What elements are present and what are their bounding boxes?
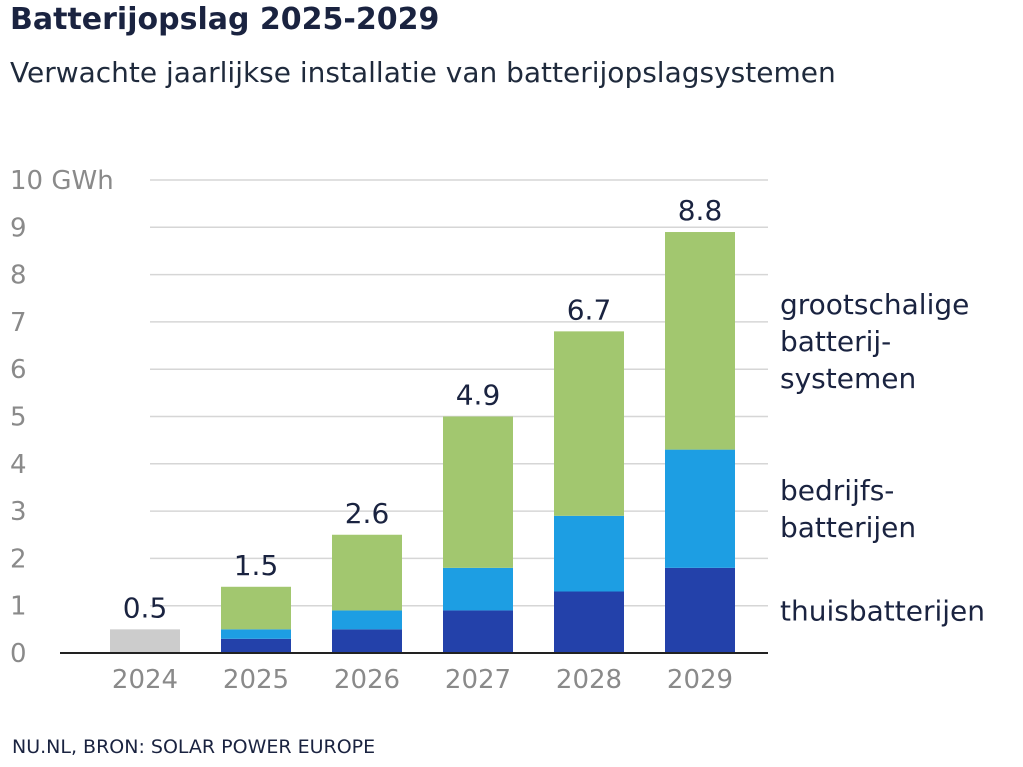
y-tick-label: 1 (10, 592, 27, 622)
bar-segment (665, 232, 735, 450)
y-tick-label: 10 GWh (10, 166, 114, 196)
x-tick-label: 2029 (667, 665, 733, 695)
bar-segment (665, 567, 735, 653)
bar-segment (443, 416, 513, 568)
legend-label: grootschalige (780, 288, 969, 321)
legend-label: batterijen (780, 511, 916, 544)
legend-label: bedrijfs- (780, 474, 894, 507)
bar-segment (332, 629, 402, 653)
bar-total-label: 6.7 (567, 293, 612, 326)
bar-segment (221, 586, 291, 630)
y-tick-label: 5 (10, 403, 27, 433)
legend-label: thuisbatterijen (780, 594, 985, 627)
y-tick-label: 7 (10, 308, 27, 338)
bar-total-label: 1.5 (234, 549, 279, 582)
bar-total-label: 8.8 (678, 194, 723, 227)
bar-segment (554, 515, 624, 592)
bar-total-label: 2.6 (345, 497, 390, 530)
bar-segment (443, 567, 513, 611)
bar-segment (332, 534, 402, 611)
x-tick-label: 2025 (223, 665, 289, 695)
y-tick-label: 2 (10, 544, 27, 574)
y-axis-ticks: 0 1 2 3 4 5 6 7 8 9 10 GWh (10, 166, 114, 669)
bar-segment (443, 610, 513, 653)
y-tick-label: 6 (10, 355, 27, 385)
x-axis-ticks: 2024 2025 2026 2027 2028 2029 (112, 665, 733, 695)
legend-label: batterij- (780, 325, 891, 358)
bar-segment (221, 638, 291, 653)
bar-segment (332, 610, 402, 630)
bar-segment (221, 629, 291, 639)
x-tick-label: 2028 (556, 665, 622, 695)
source-note: NU.NL, BRON: SOLAR POWER EUROPE (12, 736, 376, 758)
x-tick-label: 2024 (112, 665, 178, 695)
bar-segment (665, 449, 735, 568)
y-tick-label: 9 (10, 213, 27, 243)
y-tick-label: 0 (10, 639, 27, 669)
y-tick-label: 3 (10, 497, 27, 527)
legend: grootschalige batterij-systemen bedrijfs-b… (780, 288, 985, 628)
chart-title: Batterijopslag 2025-2029 (10, 2, 440, 37)
y-tick-label: 8 (10, 261, 27, 291)
bar-segment (554, 591, 624, 653)
legend-label: systemen (780, 362, 916, 395)
bar-total-label: 4.9 (456, 379, 501, 412)
chart-subtitle: Verwachte jaarlijkse installatie van bat… (10, 56, 836, 89)
bar-segment (110, 629, 180, 653)
x-tick-label: 2026 (334, 665, 400, 695)
bars (110, 232, 735, 653)
y-tick-label: 4 (10, 450, 27, 480)
bar-total-label: 0.5 (123, 591, 168, 624)
x-tick-label: 2027 (445, 665, 511, 695)
bar-segment (554, 331, 624, 516)
bar-total-labels: 0.5 1.5 2.6 4.9 6.7 8.8 (123, 194, 723, 624)
